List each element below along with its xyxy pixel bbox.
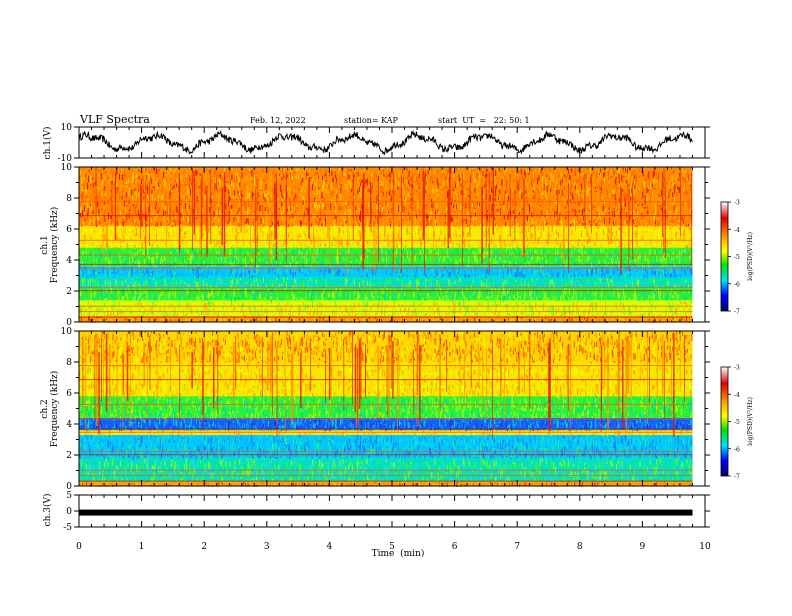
ch1-spectrogram-ytick-label: 8 [66,194,72,204]
ch1-spectrogram-tone-line-8 [79,240,692,241]
ch2-spectrogram-ylabel-frequency: Frequency (kHz) [49,371,60,448]
ch3-waveform-ytick-label: 0 [66,507,72,517]
ch1-spectrogram-tone-line-5 [79,268,692,269]
ch1-waveform-trace [79,132,693,155]
ch1-spectrogram-ytick-label: 2 [66,287,72,297]
ch2-colorbar-tick-label: -5 [734,419,740,426]
ch1-spectrogram-tone-line-0 [79,317,692,318]
ch2-colorbar: -3 -4 -5 -6 -7 log(PSD)(V²/Hz) [721,365,754,481]
ch2-colorbar-tick-label: -7 [734,474,740,481]
ch1-spectrogram-tone-line-2 [79,306,692,307]
x-tick-label: 0 [76,542,82,552]
x-tick-label: 6 [452,542,458,552]
ch3-waveform-panel: 5 0 -5 ch.3(V) [42,491,710,533]
ch1-colorbar-tick-label: -3 [734,200,740,207]
ch1-spectrogram-ylabel-channel: ch.1 [40,235,50,254]
ch1-waveform-axes: 10-10 [58,123,711,164]
ch2-spectrogram-tone-line-6 [79,428,692,429]
ch2-spectrogram-ytick-label: 10 [61,327,73,337]
ch1-colorbar-label: log(PSD)(V²/Hz) [747,232,754,281]
ch1-colorbar-tick-label: -5 [734,254,740,261]
ch1-waveform-ylabel: ch.1(V) [42,127,53,160]
x-tick-label: 1 [139,542,145,552]
ch1-waveform-ytick-label: 10 [61,123,73,133]
ch2-colorbar-tick-label: -6 [734,446,740,453]
x-axis-label: Time (min) [372,548,425,559]
ch2-spectrogram-ytick-label: 8 [66,358,72,368]
ch3-waveform-ylabel: ch.3(V) [42,494,53,527]
ch1-spectrogram-ylabel-frequency: Frequency (kHz) [49,207,60,284]
ch1-spectrogram-image [79,167,705,323]
ch1-spectrogram-ytick-label: 10 [61,163,73,173]
ch2-spectrogram-image [79,331,705,487]
ch1-spectrogram-tone-line-6 [79,264,692,265]
ch2-colorbar-label: log(PSD)(V²/Hz) [747,397,754,446]
figure-title: VLF Spectra [79,113,150,126]
ch2-spectrogram-ytick-label: 4 [66,420,72,430]
ch1-waveform-line [79,132,693,155]
station-label: station= KAP [344,116,399,125]
ch2-spectrogram-tone-line-10 [79,365,692,366]
ch2-spectrogram-ylabel-channel: ch.2 [40,399,50,418]
ch2-spectrogram-tone-line-4 [79,451,692,452]
ch1-colorbar-tick-label: -7 [734,309,740,316]
ch1-spectrogram-tone-line-4 [79,287,692,288]
ch2-spectrogram-ytick-label: 2 [66,451,72,461]
ch3-waveform-line [79,510,693,516]
x-tick-label: 10 [699,542,711,552]
ch2-spectrogram-tone-line-8 [79,404,692,405]
x-tick-label: 4 [327,542,333,552]
ch2-spectrogram-tone-line-9 [79,379,692,380]
ch1-colorbar-scale [721,202,728,311]
ch1-spectrogram-tone-line-9 [79,215,692,216]
ch2-colorbar-tick-label: -4 [734,392,740,399]
ch1-colorbar-tick-label: -6 [734,281,740,288]
ch1-spectrogram-ytick-label: 4 [66,256,72,266]
ch1-waveform-panel: 10-10 ch.1(V) [42,123,710,164]
ch2-spectrogram-ytick-label: 6 [66,389,72,399]
ch2-spectrogram-tone-line-1 [79,475,692,476]
ch3-waveform-ytick-label: -5 [63,523,72,533]
ch2-spectrogram-tone-line-0 [79,481,692,482]
ch1-colorbar-tick-label: -4 [734,227,740,234]
ch1-spectrogram-tone-line-1 [79,311,692,312]
ch1-spectrogram-ytick-label: 6 [66,225,72,235]
ch2-spectrogram-tone-line-2 [79,470,692,471]
ch2-spectrogram-tone-line-5 [79,432,692,433]
ch3-waveform-ytick-label: 5 [66,491,72,501]
ch1-colorbar: -3 -4 -5 -6 -7 log(PSD)(V²/Hz) [721,200,754,316]
ch3-waveform-trace [79,510,693,516]
x-tick-label: 3 [264,542,270,552]
ch2-colorbar-tick-label: -3 [734,365,740,372]
ch2-colorbar-scale [721,367,728,476]
date-label: Feb. 12, 2022 [250,116,306,125]
ch1-spectrogram-tone-line-3 [79,290,692,291]
x-tick-label: 7 [514,542,520,552]
x-tick-label: 8 [577,542,583,552]
ch2-spectrogram-tone-line-7 [79,419,692,420]
x-tick-label: 9 [640,542,646,552]
x-tick-label: 2 [201,542,207,552]
start-time-label: start UT = 22: 50: 1 [438,116,530,125]
ch1-spectrogram-tone-line-7 [79,255,692,256]
ch1-spectrogram-tone-line-10 [79,201,692,202]
ch2-spectrogram-tone-line-3 [79,454,692,455]
